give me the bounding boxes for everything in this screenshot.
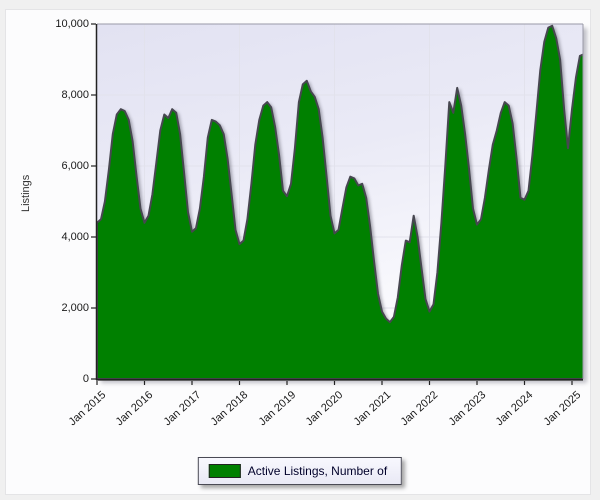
- legend-swatch-icon: [208, 464, 241, 478]
- y-tick-label: 8,000: [61, 89, 89, 101]
- y-tick-label: 2,000: [61, 302, 89, 314]
- y-tick-label: 10,000: [55, 18, 89, 30]
- y-tick-label: 0: [82, 373, 89, 385]
- y-axis-title: Listings: [20, 174, 32, 212]
- legend: Active Listings, Number of: [197, 457, 403, 485]
- legend-label: Active Listings, Number of: [247, 464, 388, 478]
- active-listings-area: [97, 24, 583, 380]
- y-tick-label: 6,000: [61, 160, 89, 172]
- y-tick-label: 4,000: [61, 231, 89, 243]
